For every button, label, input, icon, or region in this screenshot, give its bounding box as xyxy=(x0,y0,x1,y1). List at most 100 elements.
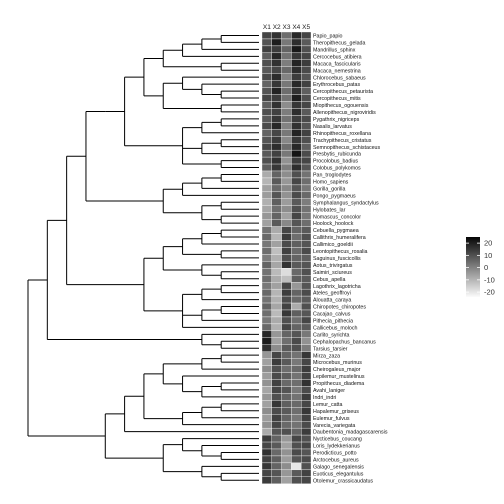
heatmap-cell xyxy=(301,316,312,325)
heatmap-cell xyxy=(291,101,302,109)
heatmap-cell xyxy=(301,282,312,290)
heatmap-cell xyxy=(271,372,282,380)
heatmap-cell xyxy=(281,73,292,81)
heatmap-cell xyxy=(301,212,312,220)
heatmap-cell xyxy=(291,191,302,199)
heatmap-cell xyxy=(301,136,312,144)
heatmap-cell xyxy=(291,219,302,227)
heatmap-cell xyxy=(271,400,282,408)
heatmap-cell xyxy=(281,31,292,40)
heatmap-cell xyxy=(301,330,312,338)
heatmap-cell xyxy=(291,52,302,60)
heatmap-cell xyxy=(281,122,292,130)
heatmap-cell xyxy=(291,434,302,443)
heatmap-cell xyxy=(301,52,312,60)
heatmap-cell xyxy=(261,434,272,443)
heatmap-cell xyxy=(271,94,282,102)
heatmap-cell xyxy=(291,254,302,262)
heatmap-cell xyxy=(261,295,272,304)
heatmap-cell xyxy=(301,38,312,47)
heatmap-cell xyxy=(261,170,272,179)
heatmap-cell xyxy=(281,302,292,311)
heatmap-cell xyxy=(301,87,312,95)
heatmap-cell xyxy=(291,80,302,88)
row-label: Pygathrix_nigriceps xyxy=(313,117,360,123)
heatmap-cell xyxy=(261,73,272,81)
heatmap-cell xyxy=(271,149,282,158)
heatmap-cell xyxy=(291,441,302,450)
heatmap-cell xyxy=(301,337,312,345)
heatmap-cell xyxy=(261,240,272,248)
row-labels: Papio_papioTheropithecus_geladaMandrillu… xyxy=(313,34,388,485)
row-label: Carlito_syrichta xyxy=(313,332,350,338)
heatmap-cell xyxy=(291,136,302,144)
row-label: Avahi_laniger xyxy=(313,388,345,394)
heatmap-cell xyxy=(281,87,292,95)
heatmap-cell xyxy=(261,205,272,213)
heatmap-cell xyxy=(301,448,312,457)
heatmap-cell xyxy=(271,393,282,401)
heatmap-cell xyxy=(281,191,292,199)
heatmap-cell xyxy=(281,421,292,429)
heatmap-cell xyxy=(261,268,272,276)
heatmap-cell xyxy=(291,31,302,40)
heatmap-cell xyxy=(281,344,292,352)
heatmap-cell xyxy=(281,476,292,484)
heatmap-cell xyxy=(301,101,312,109)
heatmap-cell xyxy=(271,240,282,248)
heatmap-cell xyxy=(271,212,282,220)
heatmap-cell xyxy=(271,337,282,345)
heatmap-cell xyxy=(301,434,312,443)
heatmap-cell xyxy=(291,115,302,123)
row-label: Rhinopithecus_roxellana xyxy=(313,131,371,137)
heatmap-cell xyxy=(261,136,272,144)
row-label: Leontopithecus_rosalia xyxy=(313,249,368,255)
heatmap-cell xyxy=(271,282,282,290)
heatmap-cell xyxy=(271,434,282,443)
heatmap-cell xyxy=(301,94,312,102)
heatmap-cell xyxy=(281,149,292,158)
heatmap-cell xyxy=(301,379,312,387)
heatmap-cell xyxy=(281,427,292,436)
heatmap-cell xyxy=(271,455,282,464)
heatmap-cell xyxy=(281,282,292,290)
row-label: Cercocebus_atibiera xyxy=(313,54,362,60)
heatmap-cell xyxy=(261,226,272,234)
heatmap-cell xyxy=(301,469,312,477)
heatmap-cell xyxy=(271,358,282,366)
heatmap-cell xyxy=(261,400,272,408)
heatmap-cell xyxy=(301,115,312,123)
heatmap-cell xyxy=(261,365,272,373)
heatmap-cell xyxy=(291,462,302,471)
row-label: Callicebus_moloch xyxy=(313,325,358,331)
heatmap-cell xyxy=(281,386,292,394)
row-label: Perodicticus_potto xyxy=(313,451,357,457)
heatmap-cell xyxy=(301,407,312,415)
heatmap-cell xyxy=(271,163,282,172)
heatmap-cell xyxy=(301,156,312,165)
heatmap-cell xyxy=(261,275,272,283)
heatmap-cell xyxy=(261,212,272,220)
heatmap-cell xyxy=(271,66,282,74)
heatmap-cell xyxy=(281,323,292,332)
heatmap-cell xyxy=(271,323,282,332)
row-label: Allenopithecus_nigroviridis xyxy=(313,110,376,116)
heatmap-cell xyxy=(281,80,292,88)
heatmap-cell xyxy=(281,441,292,450)
heatmap-cell xyxy=(271,254,282,262)
heatmap-cell xyxy=(261,122,272,130)
heatmap-cell xyxy=(301,344,312,352)
heatmap-cell xyxy=(301,219,312,227)
heatmap-cell xyxy=(301,184,312,193)
heatmap-cell xyxy=(301,441,312,450)
heatmap-cell xyxy=(271,108,282,116)
heatmap-cell xyxy=(291,372,302,380)
heatmap-cell xyxy=(291,233,302,241)
heatmap-cell xyxy=(301,288,312,297)
heatmap-cell xyxy=(271,268,282,276)
row-label: Loris_lydekkerianus xyxy=(313,444,360,450)
row-label: Nycticebus_coucang xyxy=(313,437,362,443)
legend-tick-label: -20 xyxy=(484,288,495,297)
heatmap-cell xyxy=(301,414,312,422)
